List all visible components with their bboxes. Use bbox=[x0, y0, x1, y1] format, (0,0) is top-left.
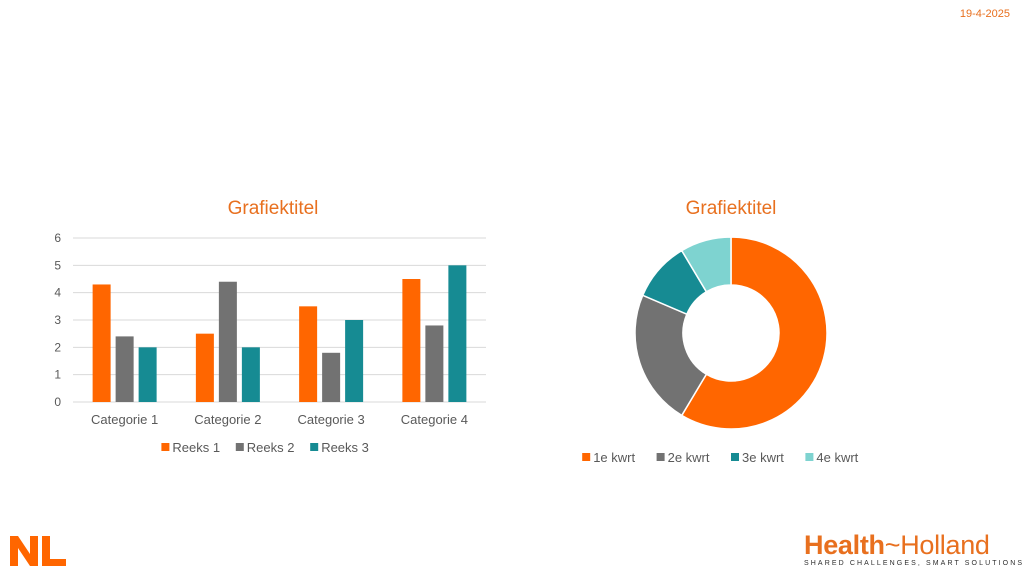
health-holland-logo: Health~Holland SHARED CHALLENGES, SMART … bbox=[804, 530, 1024, 567]
legend-swatch bbox=[656, 453, 665, 461]
bar-chart-bars bbox=[92, 265, 467, 402]
bar bbox=[92, 284, 111, 402]
donut-slice bbox=[634, 294, 708, 417]
legend-label: 2e kwrt bbox=[668, 450, 710, 465]
slide-date: 19-4-2025 bbox=[959, 8, 1010, 20]
bar bbox=[402, 279, 421, 402]
bar bbox=[115, 336, 134, 402]
bar bbox=[218, 281, 237, 402]
donut-chart-legend: 1e kwrt 2e kwrt 3e kwrt 4e kwrt bbox=[582, 450, 859, 465]
legend-label: Reeks 1 bbox=[172, 440, 220, 455]
legend-swatch bbox=[161, 443, 170, 451]
legend-label: 3e kwrt bbox=[742, 450, 784, 465]
bar bbox=[195, 333, 214, 402]
y-tick-label: 1 bbox=[54, 368, 61, 382]
y-tick-label: 5 bbox=[54, 258, 61, 272]
health-holland-wordmark: Health~Holland bbox=[804, 530, 990, 560]
donut-chart-title: Grafiektitel bbox=[686, 198, 777, 219]
legend-swatch bbox=[805, 453, 814, 461]
bar-chart-y-axis: 0 1 2 3 4 5 6 bbox=[54, 231, 61, 409]
legend-swatch bbox=[235, 443, 244, 451]
bar-chart-legend: Reeks 1 Reeks 2 Reeks 3 bbox=[161, 440, 369, 455]
legend-label: 1e kwrt bbox=[593, 450, 635, 465]
bar bbox=[299, 306, 318, 402]
y-tick-label: 0 bbox=[54, 395, 61, 409]
legend-label: Reeks 3 bbox=[321, 440, 369, 455]
donut-slice bbox=[680, 236, 732, 293]
donut-chart-slices bbox=[634, 236, 828, 430]
nl-logo bbox=[8, 532, 68, 573]
bar bbox=[138, 347, 157, 402]
donut-chart: Grafiektitel 1e kwrt 2e kwrt 3e kwrt 4e kwr… bbox=[582, 198, 859, 465]
x-tick-label: Categorie 3 bbox=[298, 412, 365, 427]
nl-logo-mark bbox=[10, 536, 66, 566]
bar bbox=[322, 352, 341, 402]
health-holland-tagline: SHARED CHALLENGES, SMART SOLUTIONS bbox=[804, 560, 1024, 567]
bar bbox=[425, 325, 444, 402]
y-tick-label: 3 bbox=[54, 313, 61, 327]
legend-swatch bbox=[310, 443, 319, 451]
y-tick-label: 6 bbox=[54, 231, 61, 245]
legend-swatch bbox=[582, 453, 591, 461]
y-tick-label: 4 bbox=[54, 286, 61, 300]
bar-chart-gridlines bbox=[73, 237, 486, 403]
x-tick-label: Categorie 4 bbox=[401, 412, 468, 427]
bar bbox=[448, 265, 467, 402]
legend-swatch bbox=[731, 453, 739, 461]
legend-label: Reeks 2 bbox=[247, 440, 295, 455]
legend-label: 4e kwrt bbox=[816, 450, 858, 465]
bar bbox=[241, 347, 260, 402]
x-tick-label: Categorie 2 bbox=[194, 412, 261, 427]
donut-slice bbox=[680, 236, 828, 430]
x-tick-label: Categorie 1 bbox=[91, 412, 158, 427]
bar bbox=[345, 320, 364, 402]
y-tick-label: 2 bbox=[54, 340, 61, 354]
bar-chart-x-axis: Categorie 1 Categorie 2 Categorie 3 Categor… bbox=[91, 412, 468, 427]
bar-chart-title: Grafiektitel bbox=[228, 198, 319, 219]
